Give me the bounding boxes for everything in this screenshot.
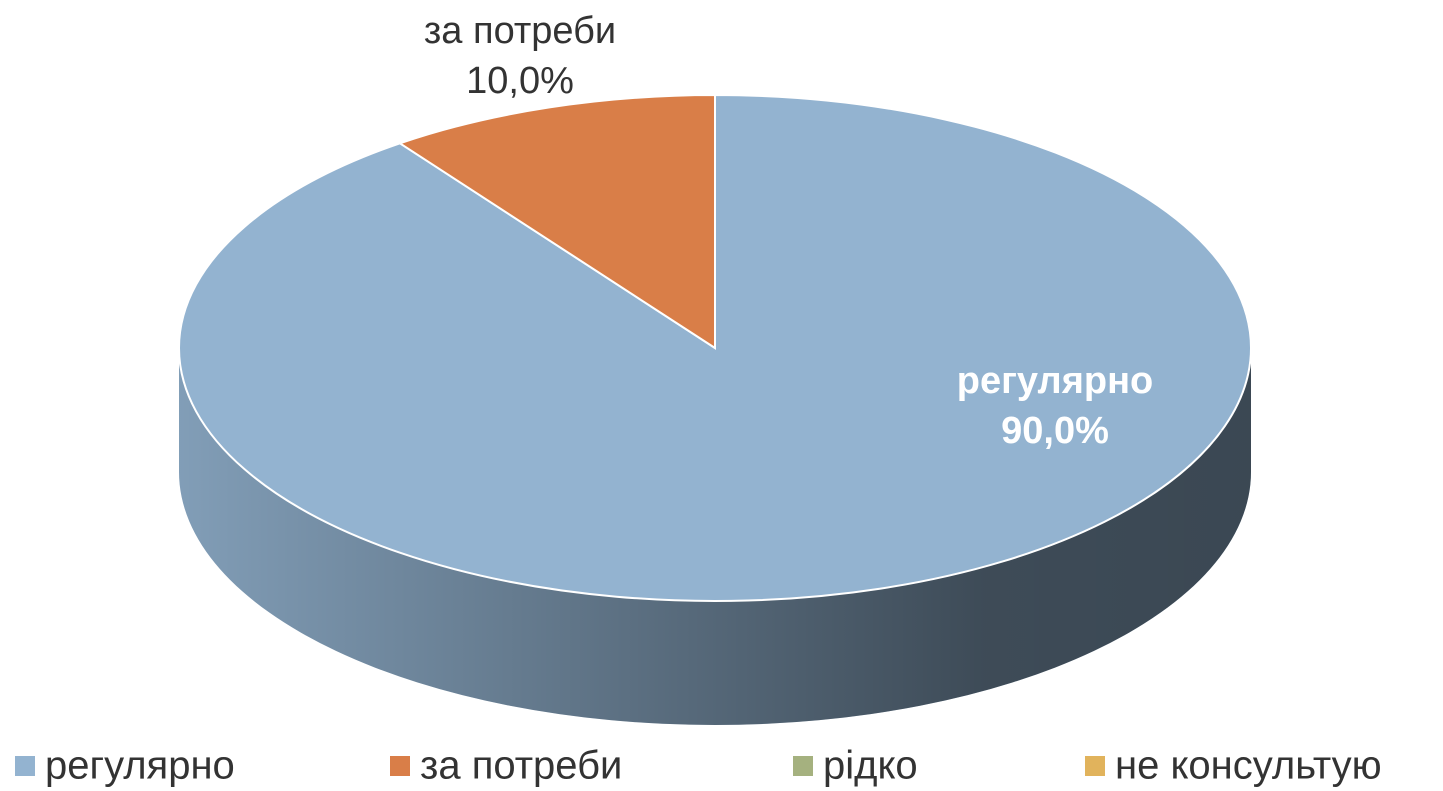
legend-label: рідко [823,744,918,788]
slice-label: регулярно [957,360,1154,402]
slice [397,93,716,350]
legend-label: регулярно [45,744,235,788]
legend-label: не консультую [1115,744,1382,788]
slice-side-shade [179,348,1251,725]
legend-label: за потреби [420,744,622,788]
legend-swatch [390,756,410,776]
slice-value-label: 90,0% [1001,410,1109,452]
legend-swatch [1085,756,1105,776]
legend-swatch [15,756,35,776]
legend-swatch [793,756,813,776]
slice-label: за потреби [424,10,616,52]
slice-value-label: 10,0% [466,60,574,102]
